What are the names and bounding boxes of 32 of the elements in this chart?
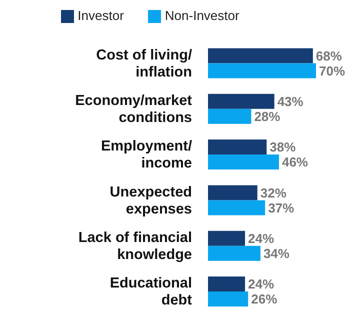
bar — [208, 200, 266, 216]
bar — [208, 292, 248, 307]
bar — [208, 276, 246, 292]
y-tick-label: Cost of living/ inflation — [96, 47, 192, 80]
data-label: 37% — [268, 200, 295, 216]
data-label: 38% — [270, 140, 296, 155]
bar — [208, 185, 258, 200]
legend-label: Non-Investor — [164, 8, 240, 23]
bar — [208, 230, 246, 246]
data-label: 32% — [260, 185, 287, 200]
y-tick-label: Unexpected expenses — [110, 184, 192, 218]
data-label: 68% — [316, 48, 342, 64]
y-tick-label: Lack of financial knowledge — [78, 230, 192, 264]
y-tick-label: Employment/ income — [100, 138, 192, 172]
data-label: 46% — [282, 154, 308, 170]
bar — [208, 108, 252, 124]
bar — [208, 154, 279, 170]
bar — [208, 63, 316, 78]
data-label: 24% — [248, 230, 274, 246]
bar — [208, 246, 260, 261]
data-label: 24% — [248, 276, 274, 292]
data-label: 28% — [254, 108, 281, 124]
y-tick-label: Economy/market conditions — [75, 93, 192, 126]
bar — [208, 48, 313, 64]
data-label: 34% — [263, 246, 290, 261]
bar — [208, 94, 274, 109]
data-label: 70% — [319, 63, 346, 78]
data-label: 26% — [251, 292, 278, 307]
y-tick-label: Educational debt — [110, 276, 192, 309]
bar — [208, 140, 267, 155]
data-label: 43% — [277, 94, 304, 109]
legend-label: Investor — [78, 8, 124, 23]
